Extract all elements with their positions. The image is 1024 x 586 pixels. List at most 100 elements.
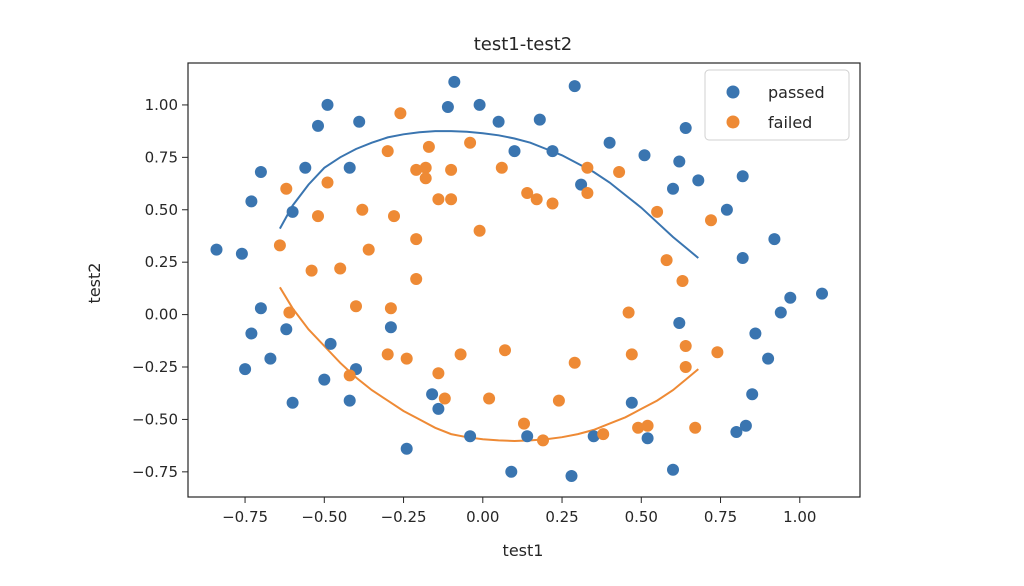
- point-failed: [705, 214, 717, 227]
- point-failed: [400, 352, 413, 365]
- point-failed: [419, 172, 432, 185]
- point-failed: [689, 421, 702, 434]
- x-tick-label: −0.75: [222, 508, 268, 526]
- point-passed: [254, 302, 267, 315]
- point-failed: [334, 262, 347, 275]
- point-failed: [597, 428, 610, 441]
- point-passed: [464, 430, 477, 443]
- data-points: [210, 75, 828, 482]
- point-failed: [464, 136, 477, 149]
- point-passed: [816, 287, 828, 300]
- point-passed: [720, 203, 733, 216]
- point-passed: [264, 352, 277, 365]
- point-failed: [581, 161, 594, 174]
- point-failed: [273, 239, 286, 252]
- point-passed: [521, 430, 534, 443]
- point-passed: [321, 98, 334, 111]
- y-axis-ticks: −0.75 −0.50 −0.25 0.00 0.25 0.50 0.75 1.00: [132, 96, 188, 481]
- point-failed: [384, 302, 397, 315]
- point-passed: [286, 205, 299, 218]
- point-passed: [353, 115, 366, 128]
- point-failed: [495, 161, 508, 174]
- point-passed: [448, 75, 461, 88]
- point-failed: [660, 254, 673, 267]
- x-tick-label: −0.50: [301, 508, 347, 526]
- y-tick-label: 0.50: [145, 201, 178, 219]
- point-failed: [568, 356, 581, 369]
- y-axis-label: test2: [85, 263, 104, 304]
- point-passed: [692, 174, 705, 187]
- point-passed: [210, 243, 223, 256]
- point-passed: [736, 252, 749, 264]
- point-failed: [613, 166, 626, 178]
- point-failed: [438, 392, 451, 405]
- point-passed: [245, 195, 258, 208]
- point-passed: [736, 170, 749, 183]
- plot-area: −0.75 −0.50 −0.25 0.00 0.25 0.50 0.75 1.00 −0.7…: [132, 62, 861, 526]
- point-passed: [768, 233, 781, 246]
- point-passed: [546, 145, 559, 158]
- point-failed: [473, 224, 486, 237]
- y-tick-label: 1.00: [145, 96, 178, 114]
- point-failed: [410, 163, 423, 176]
- point-failed: [305, 264, 318, 277]
- point-failed: [679, 361, 692, 373]
- legend-marker-passed: [726, 85, 740, 99]
- point-passed: [774, 306, 787, 319]
- point-failed: [445, 163, 458, 176]
- point-passed: [575, 178, 588, 191]
- point-failed: [419, 161, 432, 174]
- point-failed: [381, 348, 394, 361]
- point-failed: [632, 421, 645, 434]
- point-passed: [505, 465, 518, 478]
- point-failed: [388, 210, 400, 223]
- point-failed: [343, 369, 356, 382]
- boundary-curve-1: [279, 286, 699, 443]
- y-tick-label: −0.50: [132, 410, 178, 428]
- legend-box: [704, 69, 850, 141]
- legend-label-failed: failed: [768, 113, 812, 132]
- x-axis-label: test1: [503, 541, 544, 560]
- x-tick-label: 0.75: [704, 508, 737, 526]
- point-failed: [381, 145, 394, 158]
- point-passed: [426, 388, 439, 401]
- point-passed: [508, 145, 521, 158]
- point-failed: [641, 419, 654, 432]
- point-failed: [676, 275, 689, 287]
- point-passed: [625, 396, 638, 409]
- point-passed: [641, 432, 654, 445]
- x-tick-label: −0.25: [381, 508, 427, 526]
- point-passed: [324, 337, 337, 350]
- point-passed: [312, 119, 324, 132]
- point-failed: [410, 273, 423, 285]
- point-failed: [394, 107, 407, 120]
- point-failed: [445, 193, 458, 206]
- point-failed: [283, 306, 296, 319]
- point-failed: [625, 348, 638, 361]
- point-failed: [362, 243, 375, 256]
- point-passed: [749, 327, 762, 340]
- point-failed: [711, 346, 724, 359]
- point-failed: [622, 306, 635, 319]
- point-passed: [762, 352, 775, 365]
- point-failed: [350, 300, 362, 313]
- point-passed: [492, 115, 505, 128]
- point-passed: [286, 396, 299, 409]
- legend-marker-failed: [726, 115, 740, 129]
- y-tick-label: 0.00: [145, 306, 178, 324]
- point-failed: [356, 203, 369, 216]
- point-failed: [530, 193, 543, 206]
- point-passed: [638, 149, 651, 162]
- point-passed: [432, 402, 445, 415]
- point-failed: [321, 176, 334, 189]
- point-passed: [441, 101, 454, 113]
- point-passed: [343, 161, 356, 174]
- y-tick-label: 0.75: [145, 148, 178, 166]
- point-passed: [587, 430, 600, 443]
- point-failed: [546, 197, 559, 210]
- x-tick-label: 1.00: [783, 508, 816, 526]
- point-passed: [280, 323, 293, 336]
- point-failed: [432, 193, 445, 206]
- plot-frame: [187, 62, 861, 498]
- point-failed: [312, 210, 324, 223]
